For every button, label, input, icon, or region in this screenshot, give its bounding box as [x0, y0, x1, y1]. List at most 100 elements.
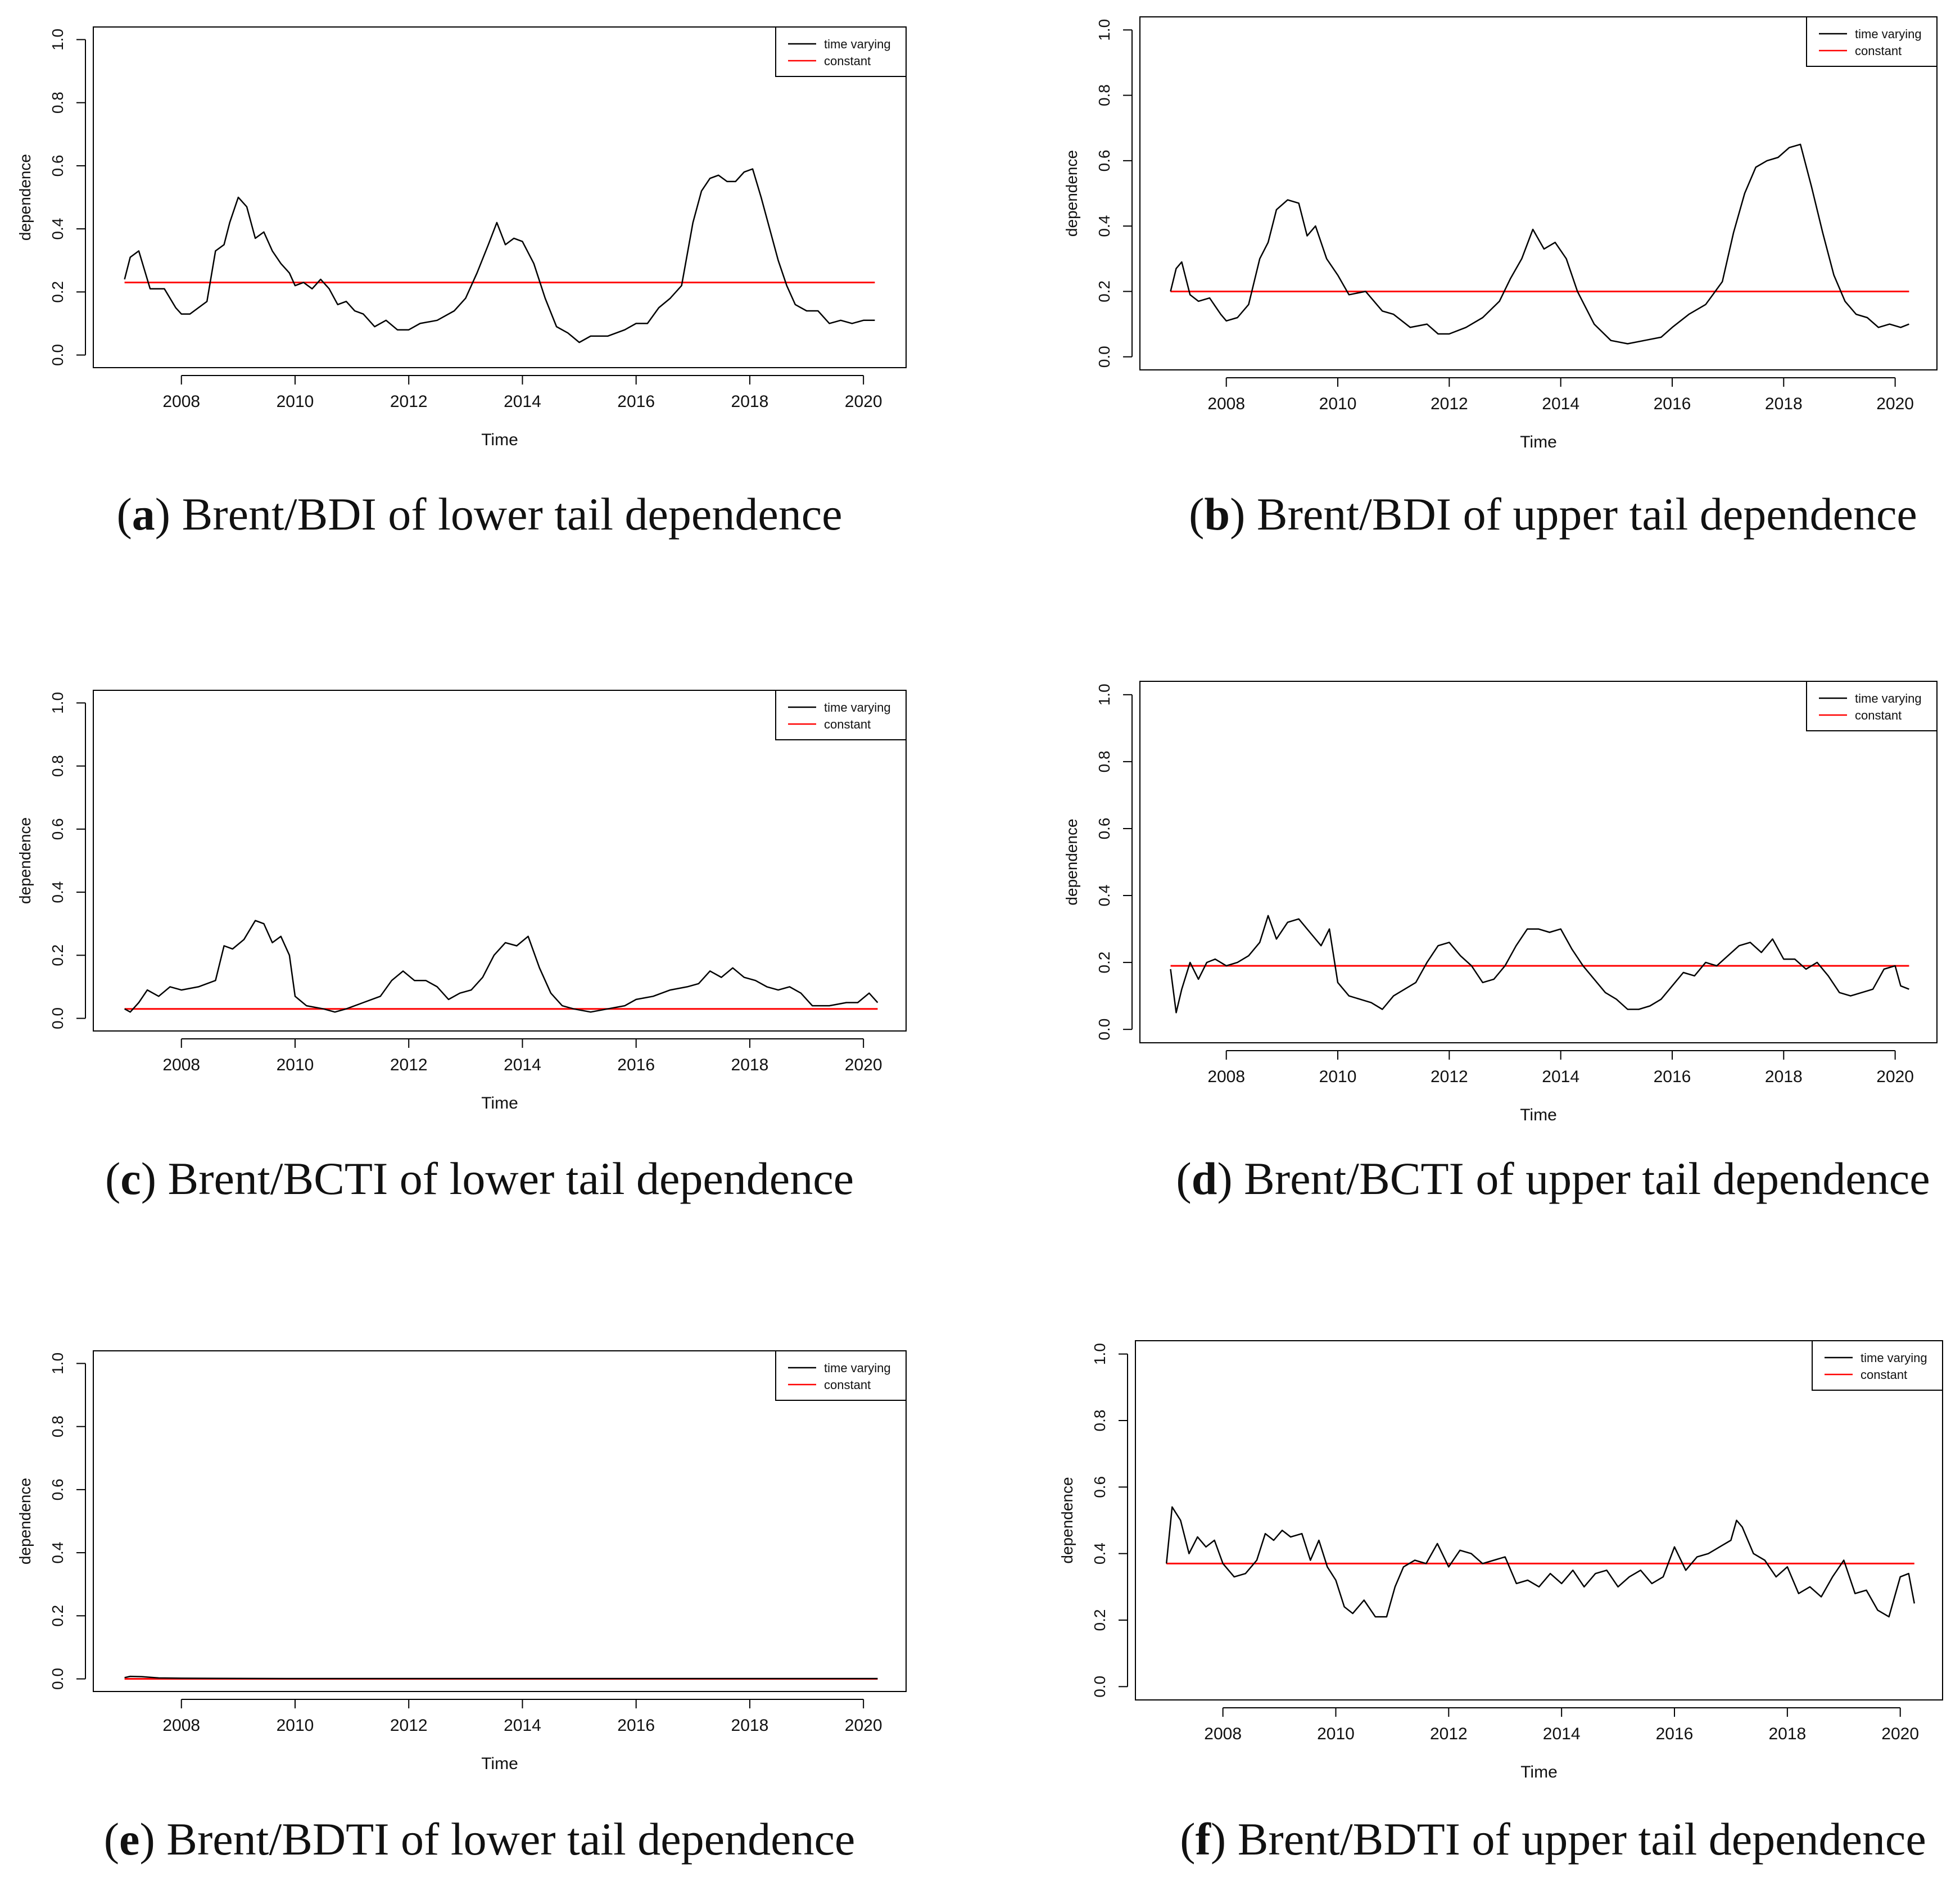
y-tick-label: 1.0 — [1096, 684, 1113, 705]
time-varying-line — [1165, 1506, 1916, 1618]
y-tick-label: 0.4 — [1091, 1543, 1108, 1564]
x-tick-label: 2014 — [504, 1056, 541, 1074]
caption-a: (a) Brent/BDI of lower tail dependence — [116, 489, 843, 540]
x-tick-label: 2010 — [277, 1056, 314, 1074]
chart-panel-f: 2008 2010 2012 2014 2016 2018 2020 Time 0.0 0.2 0.… — [1058, 1340, 1943, 1781]
caption-a-letter: a — [132, 489, 155, 540]
x-tick-label: 2014 — [1542, 395, 1579, 413]
x-tick-label: 2016 — [617, 1716, 655, 1735]
caption-b: (b) Brent/BDI of upper tail dependence — [1189, 489, 1917, 540]
chart-panel-d: 2008 2010 2012 2014 2016 2018 2020 Time 0.0 0.2 0.… — [1063, 681, 1938, 1124]
caption-e: (e) Brent/BDTI of lower tail dependence — [103, 1813, 855, 1865]
caption-e-letter: e — [119, 1813, 140, 1865]
y-axis-title: dependence — [1063, 818, 1080, 905]
x-tick-label: 2020 — [845, 1056, 882, 1074]
y-tick-label: 0.8 — [49, 755, 66, 777]
legend-label: time varying — [824, 37, 891, 51]
legend-label: time varying — [824, 700, 891, 714]
caption-c: (c) Brent/BCTI of lower tail dependence — [105, 1153, 854, 1204]
x-tick-label: 2016 — [1654, 1068, 1691, 1086]
x-tick-label: 2012 — [1431, 395, 1468, 413]
x-tick-label: 2012 — [390, 1056, 428, 1074]
y-tick-label: 0.8 — [49, 1415, 66, 1437]
caption-c-text: Brent/BCTI of lower tail dependence — [168, 1153, 854, 1204]
caption-f-text: Brent/BDTI of upper tail dependence — [1237, 1813, 1926, 1865]
x-tick-label: 2018 — [1765, 395, 1803, 413]
legend-label: time varying — [1855, 27, 1922, 41]
x-axis-title: Time — [481, 1094, 518, 1112]
legend-label: constant — [1855, 44, 1902, 58]
x-tick-label: 2016 — [617, 1056, 655, 1074]
time-varying-line — [124, 168, 875, 343]
legend-box — [1812, 1340, 1943, 1391]
x-tick-label: 2014 — [504, 392, 541, 411]
y-tick-label: 0.6 — [1091, 1476, 1108, 1498]
y-axis-title: dependence — [16, 1478, 34, 1564]
legend-box — [775, 26, 907, 77]
y-tick-label: 0.8 — [1091, 1410, 1108, 1432]
x-tick-label: 2010 — [1317, 1725, 1355, 1743]
y-tick-label: 0.4 — [49, 1542, 66, 1564]
x-tick-label: 2016 — [1656, 1725, 1694, 1743]
x-tick-label: 2008 — [1204, 1725, 1242, 1743]
legend-label: constant — [1855, 708, 1902, 722]
x-tick-label: 2018 — [731, 1056, 769, 1074]
caption-d-text: Brent/BCTI of upper tail dependence — [1244, 1153, 1930, 1204]
x-tick-label: 2008 — [162, 1716, 200, 1735]
y-tick-label: 0.4 — [1096, 215, 1113, 237]
legend-box — [1806, 681, 1938, 731]
plot-frame — [1139, 681, 1938, 1043]
legend-label: constant — [824, 717, 871, 731]
y-tick-label: 0.8 — [49, 92, 66, 114]
legend-label: time varying — [824, 1361, 891, 1375]
y-tick-label: 1.0 — [49, 1353, 66, 1374]
x-tick-label: 2016 — [617, 392, 655, 411]
y-tick-label: 0.2 — [49, 281, 66, 303]
y-axis-title: dependence — [1058, 1477, 1076, 1563]
y-tick-label: 0.8 — [1096, 750, 1113, 772]
caption-b-text: Brent/BDI of upper tail dependence — [1256, 489, 1917, 540]
x-tick-label: 2018 — [1768, 1725, 1806, 1743]
x-tick-label: 2008 — [162, 392, 200, 411]
chart-panel-b: 2008 2010 2012 2014 2016 2018 2020 Time 0.0 0.2 0.… — [1063, 16, 1938, 451]
time-varying-line — [1170, 143, 1909, 345]
y-tick-label: 0.0 — [1091, 1676, 1108, 1698]
plot-frame — [93, 26, 907, 368]
plot-frame — [1139, 16, 1938, 370]
x-tick-label: 2020 — [1881, 1725, 1919, 1743]
y-tick-label: 0.4 — [49, 218, 66, 240]
y-axis-title: dependence — [16, 817, 34, 904]
x-tick-label: 2012 — [1431, 1068, 1468, 1086]
x-tick-label: 2010 — [277, 392, 314, 411]
x-tick-label: 2018 — [1765, 1068, 1803, 1086]
y-tick-label: 0.6 — [49, 818, 66, 840]
y-tick-label: 0.0 — [1096, 346, 1113, 368]
y-tick-label: 0.0 — [49, 1668, 66, 1690]
plot-frame — [93, 690, 907, 1032]
caption-f-letter: f — [1195, 1813, 1211, 1865]
y-axis-title: dependence — [1063, 150, 1080, 237]
legend-label: constant — [1861, 1368, 1907, 1382]
y-tick-label: 0.2 — [1096, 281, 1113, 302]
x-tick-label: 2008 — [162, 1056, 200, 1074]
legend-label: time varying — [1861, 1351, 1927, 1365]
y-tick-label: 1.0 — [1091, 1343, 1108, 1365]
legend-box — [775, 690, 907, 740]
y-tick-label: 1.0 — [1096, 19, 1113, 41]
chart-panel-a: 2008 2010 2012 2014 2016 2018 2020 Time 0.0 0.2 0.… — [16, 26, 907, 449]
time-varying-line — [124, 920, 879, 1013]
legend-box — [775, 1350, 907, 1401]
caption-d: (d) Brent/BCTI of upper tail dependence — [1176, 1153, 1930, 1204]
x-axis-title: Time — [481, 431, 518, 449]
x-tick-label: 2014 — [504, 1716, 541, 1735]
y-tick-label: 0.2 — [49, 944, 66, 966]
y-axis-title: dependence — [16, 154, 34, 241]
x-tick-label: 2010 — [1319, 1068, 1357, 1086]
x-tick-label: 2020 — [1876, 395, 1914, 413]
caption-a-text: Brent/BDI of lower tail dependence — [182, 489, 843, 540]
y-tick-label: 0.0 — [1096, 1019, 1113, 1041]
y-tick-label: 0.8 — [1096, 84, 1113, 106]
x-axis-title: Time — [1520, 433, 1557, 451]
x-tick-label: 2008 — [1207, 1068, 1245, 1086]
